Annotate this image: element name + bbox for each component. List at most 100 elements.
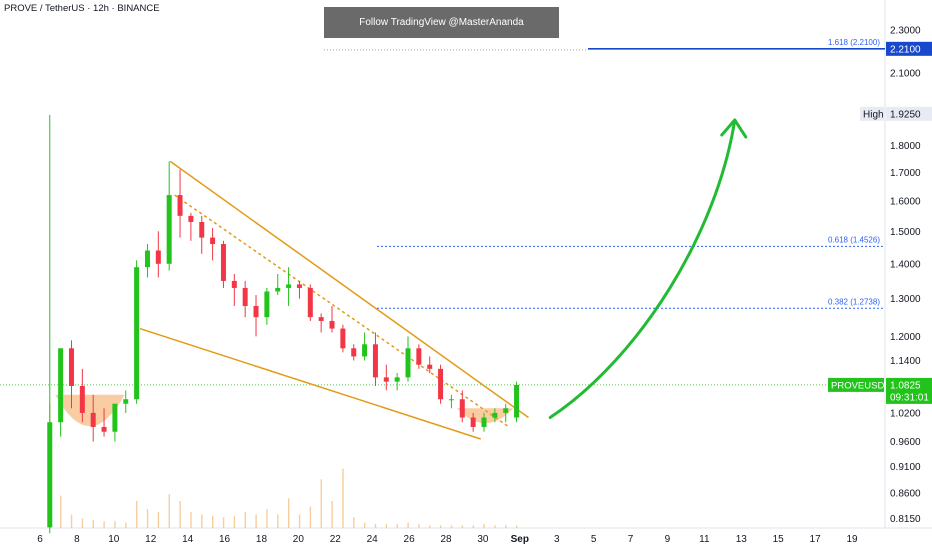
time-tick-label: 8 (74, 534, 80, 545)
candle-down (340, 328, 346, 349)
candle-down (372, 344, 378, 378)
time-tick-label: 7 (628, 534, 634, 545)
time-tick-label: 13 (736, 534, 748, 545)
time-tick-label: 22 (330, 534, 342, 545)
volume-bar (505, 525, 507, 528)
current-price-tag-bg (886, 377, 932, 404)
volume-bar (515, 525, 518, 528)
candle-down (188, 215, 194, 222)
current-price-value: 1.0825 (890, 380, 921, 391)
candle-up (144, 250, 150, 268)
candle-down (79, 385, 85, 413)
candle-down (242, 287, 248, 306)
volume-bar (81, 518, 84, 528)
volume-bar (396, 523, 398, 528)
time-tick-label: Sep (511, 534, 529, 545)
time-tick-label: 11 (699, 534, 710, 545)
volume-bar (168, 494, 170, 528)
candle-up (58, 348, 64, 423)
volume-bar (92, 519, 94, 528)
candle-down (307, 287, 313, 318)
time-tick-label: 18 (256, 534, 268, 545)
candle-down (296, 284, 302, 288)
price-tick-label: 1.8000 (890, 141, 921, 152)
wedge-lower-line (139, 327, 481, 440)
price-tick-label: 1.1400 (890, 356, 921, 367)
projection-arrow-head (720, 118, 748, 139)
volume-bar (287, 498, 290, 528)
volume-bar (277, 514, 279, 528)
volume-bar (472, 525, 474, 528)
time-tick-label: 3 (554, 534, 560, 545)
wedge-upper-line (169, 160, 529, 419)
volume-bar (244, 511, 246, 528)
volume-bar (320, 479, 322, 528)
candle-down (438, 368, 444, 400)
candle-down (416, 348, 422, 365)
wedge-mid-line (174, 194, 510, 428)
volume-bar (190, 511, 192, 528)
time-tick-label: 26 (404, 534, 416, 545)
volume-bar (298, 514, 301, 528)
price-tick-label: 0.8150 (890, 514, 921, 525)
volume-bar (222, 517, 225, 528)
candle-down (220, 244, 226, 281)
time-tick-label: 14 (182, 534, 194, 545)
time-tick-label: 6 (37, 534, 43, 545)
volume-bar (439, 525, 442, 528)
price-tick-label: 1.4000 (890, 259, 921, 270)
price-tick-label: 1.0200 (890, 408, 921, 419)
candle-up (166, 195, 172, 264)
candle-up (492, 412, 498, 418)
candle-up (362, 344, 368, 357)
price-tick-label: 1.2000 (890, 332, 921, 343)
high-label-bg (860, 106, 885, 121)
volume-bar (255, 514, 257, 528)
candle-down (177, 195, 183, 216)
volume-bar (157, 511, 160, 528)
candle-down (90, 412, 96, 427)
candle-up (394, 377, 400, 382)
volume-bar (136, 501, 138, 528)
volume-bar (342, 468, 344, 528)
volume-bar (212, 515, 214, 528)
time-tick-label: 24 (367, 534, 379, 545)
candle-down (427, 364, 433, 369)
volume-bar (461, 525, 464, 528)
volume-bar (429, 525, 431, 528)
volume-bar (179, 501, 181, 528)
candle-down (155, 250, 161, 264)
candle-up (448, 399, 454, 401)
fib-level-label: 1.618 (2.2100) (828, 38, 880, 47)
candle-down (470, 417, 476, 427)
volume-bar (450, 525, 453, 528)
candle-down (318, 317, 324, 321)
candle-up (514, 384, 520, 418)
time-tick-label: 17 (810, 534, 822, 545)
volume-bar (407, 522, 409, 528)
candle-up (47, 422, 53, 528)
fib-price-tag: 2.2100 (890, 44, 921, 55)
high-value-bg (886, 106, 932, 121)
projection-arrow (548, 118, 737, 420)
price-tick-label: 1.3000 (890, 294, 921, 305)
follow-banner: Follow TradingView @MasterAnanda (324, 7, 559, 38)
volume-bar (385, 523, 388, 528)
volume-bar (70, 514, 73, 528)
time-tick-label: 19 (846, 534, 858, 545)
time-tick-label: 16 (219, 534, 231, 545)
price-tick-label: 1.6000 (890, 196, 921, 207)
candle-down (383, 377, 389, 382)
time-tick-label: 12 (145, 534, 157, 545)
price-tick-label: 2.1000 (890, 68, 921, 79)
price-tick-label: 1.5000 (890, 227, 921, 238)
volume-bar (483, 523, 485, 528)
volume-bar (103, 521, 105, 528)
symbol-tag: PROVEUSDT (831, 380, 890, 391)
time-tick-label: 20 (293, 534, 305, 545)
volume-bar (114, 521, 116, 528)
price-tick-label: 1.7000 (890, 168, 921, 179)
candle-down (351, 348, 357, 357)
candle-down (253, 305, 259, 318)
